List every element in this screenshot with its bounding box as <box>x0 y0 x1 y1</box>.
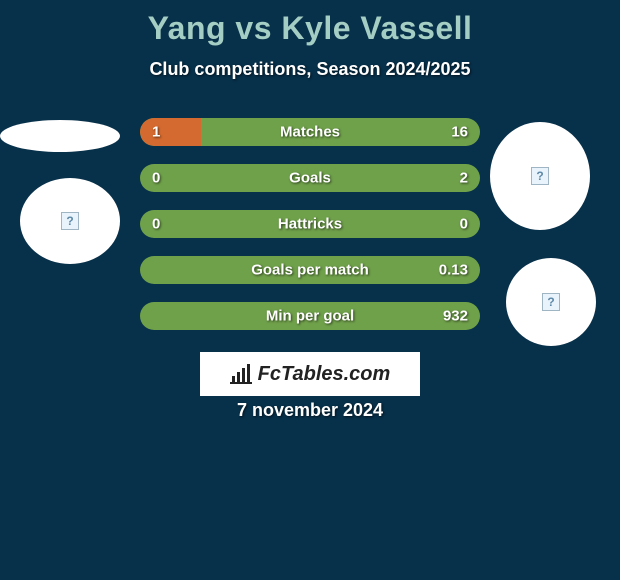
stat-label: Matches <box>280 124 340 141</box>
stats-container: 1 Matches 16 0 Goals 2 0 Hattricks 0 Goals per ma… <box>140 118 480 330</box>
stat-left-value: 1 <box>152 124 160 141</box>
stat-row: 1 Matches 16 <box>140 118 480 146</box>
bar-chart-icon <box>230 364 252 384</box>
source-badge: FcTables.com <box>200 352 420 396</box>
stat-right-value: 932 <box>443 308 468 325</box>
page-title: Yang vs Kyle Vassell <box>0 0 620 47</box>
placeholder-icon: ? <box>531 167 549 185</box>
placeholder-icon: ? <box>61 212 79 230</box>
stat-label: Goals per match <box>251 262 369 279</box>
stat-row: 0 Hattricks 0 <box>140 210 480 238</box>
stat-row: Goals per match 0.13 <box>140 256 480 284</box>
stat-row: 0 Goals 2 <box>140 164 480 192</box>
stat-left-value: 0 <box>152 170 160 187</box>
decorative-circle <box>0 120 120 152</box>
stat-right-value: 0 <box>460 216 468 233</box>
decorative-circle: ? <box>20 178 120 264</box>
placeholder-icon: ? <box>542 293 560 311</box>
stat-label: Goals <box>289 170 331 187</box>
stat-fill-left <box>140 118 201 146</box>
stat-left-value: 0 <box>152 216 160 233</box>
stat-label: Min per goal <box>266 308 354 325</box>
stat-label: Hattricks <box>278 216 342 233</box>
decorative-circle: ? <box>490 122 590 230</box>
badge-text: FcTables.com <box>258 363 391 386</box>
stat-right-value: 16 <box>451 124 468 141</box>
decorative-circle: ? <box>506 258 596 346</box>
stat-right-value: 2 <box>460 170 468 187</box>
page-subtitle: Club competitions, Season 2024/2025 <box>0 59 620 80</box>
stat-row: Min per goal 932 <box>140 302 480 330</box>
stat-right-value: 0.13 <box>439 262 468 279</box>
date-text: 7 november 2024 <box>0 400 620 421</box>
